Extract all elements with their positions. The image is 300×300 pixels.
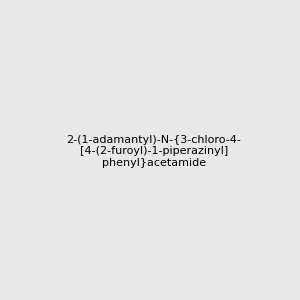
Text: 2-(1-adamantyl)-N-{3-chloro-4-
[4-(2-furoyl)-1-piperazinyl]
phenyl}acetamide: 2-(1-adamantyl)-N-{3-chloro-4- [4-(2-fur…	[66, 135, 241, 168]
